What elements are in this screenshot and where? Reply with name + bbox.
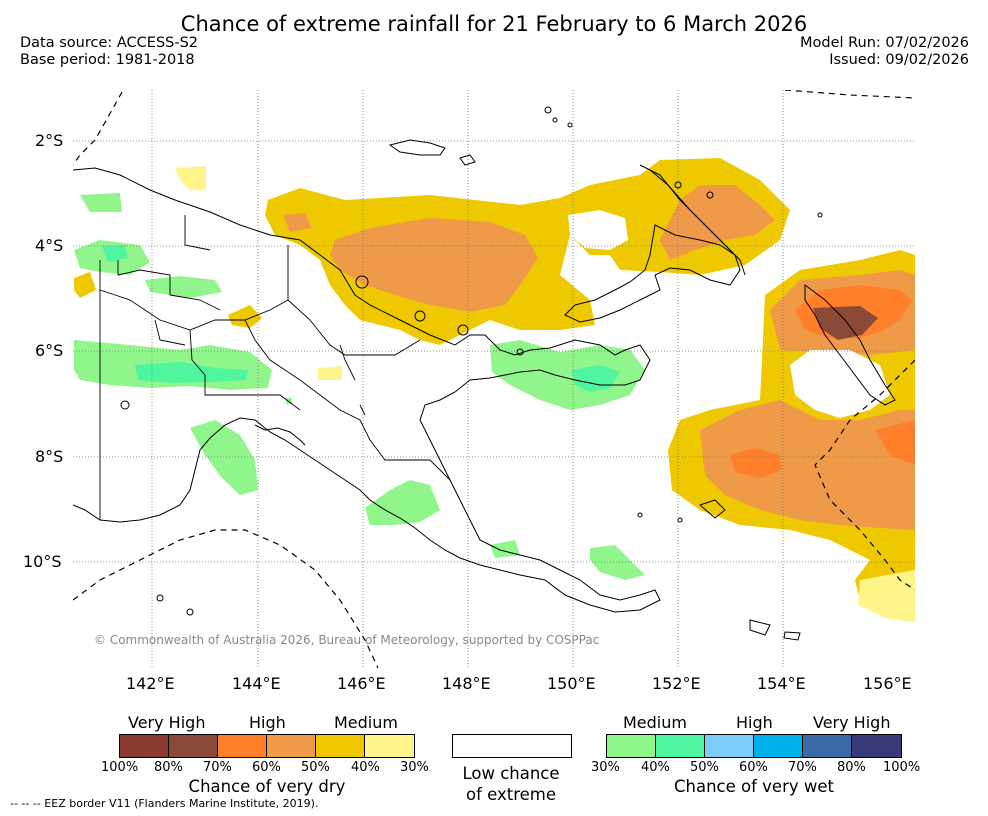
dry-swatch-5 — [316, 735, 365, 757]
lat-label-10s: 10°S — [23, 552, 62, 571]
dry-zone-light — [175, 166, 915, 622]
dry-caption: Chance of very dry — [188, 777, 346, 796]
dry-group-very-high: Very High — [128, 713, 206, 732]
wet-group-very-high: Very High — [813, 713, 891, 732]
wet-tick: 70% — [788, 760, 817, 775]
lat-label-8s: 8°S — [35, 447, 64, 466]
wet-caption: Chance of very wet — [674, 777, 834, 796]
wet-group-medium: Medium — [623, 713, 687, 732]
wet-group-high: High — [736, 713, 773, 732]
wet-swatch-2 — [656, 735, 705, 757]
wet-swatch-5 — [803, 735, 852, 757]
lon-label-154e: 154°E — [757, 674, 806, 693]
gridlines — [73, 90, 915, 668]
wet-tick: 30% — [591, 760, 620, 775]
dry-group-medium: Medium — [334, 713, 398, 732]
low-chance-zone — [568, 210, 890, 418]
dry-tick: 30% — [400, 760, 429, 775]
lon-label-152e: 152°E — [652, 674, 701, 693]
eez-border-note: -- -- -- EEZ border V11 (Flanders Marine… — [10, 797, 319, 810]
model-run: Model Run: 07/02/2026 — [799, 35, 969, 51]
data-source: Data source: ACCESS-S2 — [20, 35, 199, 51]
province-borders — [99, 215, 451, 520]
wet-tick: 40% — [641, 760, 670, 775]
low-chance-swatch — [452, 734, 572, 758]
base-period: Base period: 1981-2018 — [20, 52, 195, 68]
dry-colorbar — [119, 734, 415, 758]
low-chance-caption-line1: Low chance — [462, 764, 560, 783]
eez-border — [73, 90, 915, 668]
issued-date: Issued: 09/02/2026 — [829, 52, 969, 68]
lat-label-2s: 2°S — [35, 131, 64, 150]
lat-label-6s: 6°S — [35, 341, 64, 360]
wet-tick: 80% — [837, 760, 866, 775]
map-title: Chance of extreme rainfall for 21 Februa… — [180, 12, 808, 36]
lon-label-142e: 142°E — [126, 674, 175, 693]
wet-swatch-6 — [852, 735, 901, 757]
lon-label-146e: 146°E — [337, 674, 386, 693]
dry-tick: 60% — [252, 760, 281, 775]
coastlines — [73, 106, 896, 641]
dry-tick: 70% — [203, 760, 232, 775]
map-plot-area — [73, 90, 915, 668]
wet-tick: 60% — [739, 760, 768, 775]
wet-swatch-4 — [754, 735, 803, 757]
dry-swatch-1 — [120, 735, 169, 757]
dry-swatch-3 — [218, 735, 267, 757]
low-chance-caption-line2: of extreme — [465, 785, 557, 804]
lon-label-144e: 144°E — [232, 674, 281, 693]
lat-label-4s: 4°S — [35, 236, 64, 255]
meta-left: Data source: ACCESS-S2 Base period: 1981… — [20, 35, 198, 69]
wet-colorbar — [606, 734, 902, 758]
dry-zone-very-high — [813, 306, 878, 340]
low-chance-caption: Low chance of extreme — [440, 763, 582, 805]
dry-tick: 50% — [301, 760, 330, 775]
dry-swatch-4 — [267, 735, 316, 757]
wet-zone-medium — [74, 193, 645, 580]
dry-swatch-2 — [169, 735, 218, 757]
wet-swatch-3 — [705, 735, 754, 757]
lon-label-150e: 150°E — [547, 674, 596, 693]
dry-group-high: High — [249, 713, 286, 732]
wet-swatch-1 — [607, 735, 656, 757]
dry-tick: 40% — [351, 760, 380, 775]
meta-right: Model Run: 07/02/2026 Issued: 09/02/2026 — [800, 35, 969, 69]
copyright-notice: © Commonwealth of Australia 2026, Bureau… — [94, 633, 600, 647]
wet-tick: 100% — [883, 760, 921, 775]
dry-tick: 80% — [154, 760, 183, 775]
lon-label-156e: 156°E — [863, 674, 912, 693]
lon-label-148e: 148°E — [442, 674, 491, 693]
dry-swatch-6 — [365, 735, 414, 757]
wet-tick: 50% — [690, 760, 719, 775]
dry-tick: 100% — [101, 760, 139, 775]
